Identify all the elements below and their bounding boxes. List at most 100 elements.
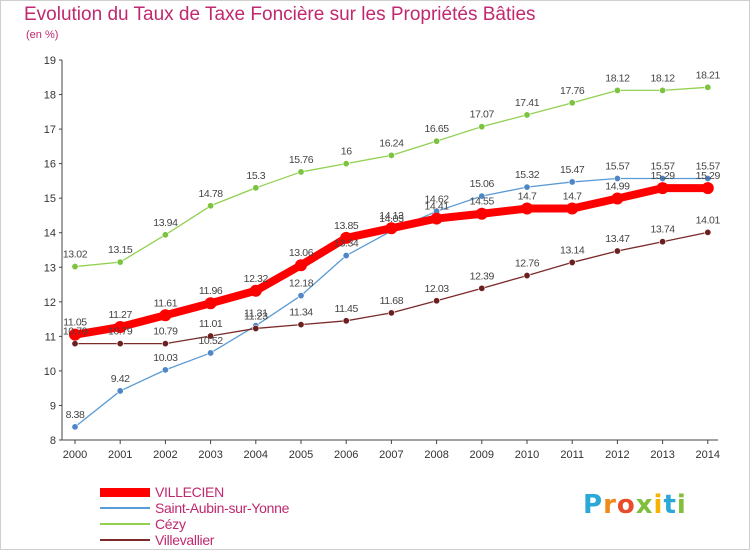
data-point — [611, 192, 624, 205]
data-label: 15.76 — [289, 154, 314, 166]
data-point — [204, 297, 217, 310]
data-label: 18.12 — [605, 72, 630, 84]
y-tick-label: 19 — [44, 55, 56, 67]
data-label: 14.55 — [470, 196, 495, 208]
data-label: 11.45 — [334, 303, 358, 315]
data-point — [249, 284, 262, 297]
x-tick-label: 2014 — [696, 449, 720, 461]
data-label: 10.52 — [198, 335, 223, 347]
data-point — [69, 328, 81, 341]
data-label: 15.29 — [696, 170, 721, 182]
legend-item-2: Cézy — [100, 516, 420, 532]
data-label: 11.23 — [244, 310, 268, 322]
data-label: 11.27 — [108, 309, 132, 321]
data-label: 15.57 — [605, 160, 630, 172]
y-tick-label: 16 — [44, 159, 56, 171]
data-label: 13.94 — [153, 217, 178, 229]
data-label: 12.32 — [244, 273, 269, 285]
data-label: 18.12 — [650, 72, 675, 84]
data-label: 15.57 — [696, 160, 721, 172]
data-label: 12.76 — [515, 258, 540, 270]
data-point — [297, 168, 305, 176]
x-tick-label: 2010 — [515, 449, 539, 461]
data-label: 14.78 — [198, 188, 223, 200]
x-tick-label: 2002 — [153, 449, 177, 461]
data-label: 17.07 — [470, 109, 495, 121]
logo-letter: r — [603, 490, 617, 520]
data-point — [159, 309, 172, 322]
y-tick-label: 15 — [44, 193, 56, 205]
data-point — [659, 174, 667, 182]
y-tick-label: 8 — [50, 435, 56, 447]
data-point — [116, 340, 124, 348]
x-tick-label: 2004 — [244, 449, 268, 461]
data-point — [523, 183, 531, 191]
y-tick-label: 14 — [44, 228, 56, 240]
proxiti-logo: Proxiti — [583, 490, 687, 520]
data-label: 10.79 — [153, 326, 178, 338]
data-label: 9.42 — [111, 373, 130, 385]
data-label: 17.76 — [560, 85, 585, 97]
data-point — [521, 202, 533, 215]
data-point — [430, 212, 443, 225]
x-tick-label: 2007 — [379, 449, 403, 461]
data-point — [252, 324, 260, 332]
data-point — [613, 86, 621, 94]
legend-swatch — [100, 507, 150, 509]
data-point — [475, 207, 488, 220]
data-label: 15.3 — [246, 170, 265, 182]
data-point — [340, 231, 353, 244]
data-point — [387, 309, 395, 317]
legend-label: Villevallier — [155, 532, 215, 548]
data-point — [613, 247, 621, 255]
data-point — [116, 258, 124, 266]
x-tick-label: 2006 — [334, 449, 358, 461]
data-label: 14.7 — [563, 191, 582, 203]
x-tick-label: 2003 — [198, 449, 222, 461]
data-point — [478, 123, 486, 131]
legend-label: Cézy — [155, 516, 186, 532]
data-label: 12.03 — [424, 283, 449, 295]
data-point — [71, 263, 79, 271]
data-label: 10.79 — [108, 326, 133, 338]
data-point — [71, 340, 79, 348]
data-label: 18.21 — [696, 69, 721, 81]
chart-title: Evolution du Taux de Taxe Foncière sur l… — [24, 4, 536, 25]
data-point — [659, 238, 667, 246]
legend-swatch — [100, 487, 150, 497]
data-label: 13.47 — [605, 233, 630, 245]
data-point — [478, 192, 486, 200]
x-tick-label: 2001 — [108, 449, 132, 461]
data-label: 11.01 — [199, 318, 223, 330]
data-label: 13.06 — [289, 247, 314, 259]
data-label: 14.01 — [696, 214, 721, 226]
data-label: 15.57 — [650, 160, 675, 172]
legend-item-1: Saint-Aubin-sur-Yonne — [100, 500, 420, 516]
data-point — [161, 366, 169, 374]
data-label: 13.85 — [334, 220, 359, 232]
unit-label: (en %) — [26, 29, 59, 41]
data-label: 11.96 — [199, 285, 223, 297]
y-tick-label: 13 — [44, 262, 56, 274]
x-tick-label: 2011 — [560, 449, 584, 461]
data-label: 11.05 — [63, 317, 87, 329]
x-tick-label: 2013 — [650, 449, 674, 461]
data-point — [433, 137, 441, 145]
data-label: 12.18 — [289, 278, 314, 290]
data-point — [297, 292, 305, 300]
data-point — [566, 202, 579, 215]
data-point — [568, 258, 576, 266]
legend-swatch — [100, 523, 150, 525]
legend-label: VILLECIEN — [155, 484, 224, 500]
data-label: 11.61 — [154, 297, 178, 309]
y-tick-label: 9 — [50, 400, 56, 412]
data-label: 13.34 — [334, 238, 359, 250]
y-tick-label: 12 — [44, 297, 56, 309]
logo-letter: x — [635, 490, 654, 520]
data-point — [704, 83, 712, 91]
data-point — [252, 184, 260, 192]
data-point — [114, 321, 127, 334]
data-point — [523, 272, 531, 280]
logo-letter: i — [653, 490, 664, 520]
